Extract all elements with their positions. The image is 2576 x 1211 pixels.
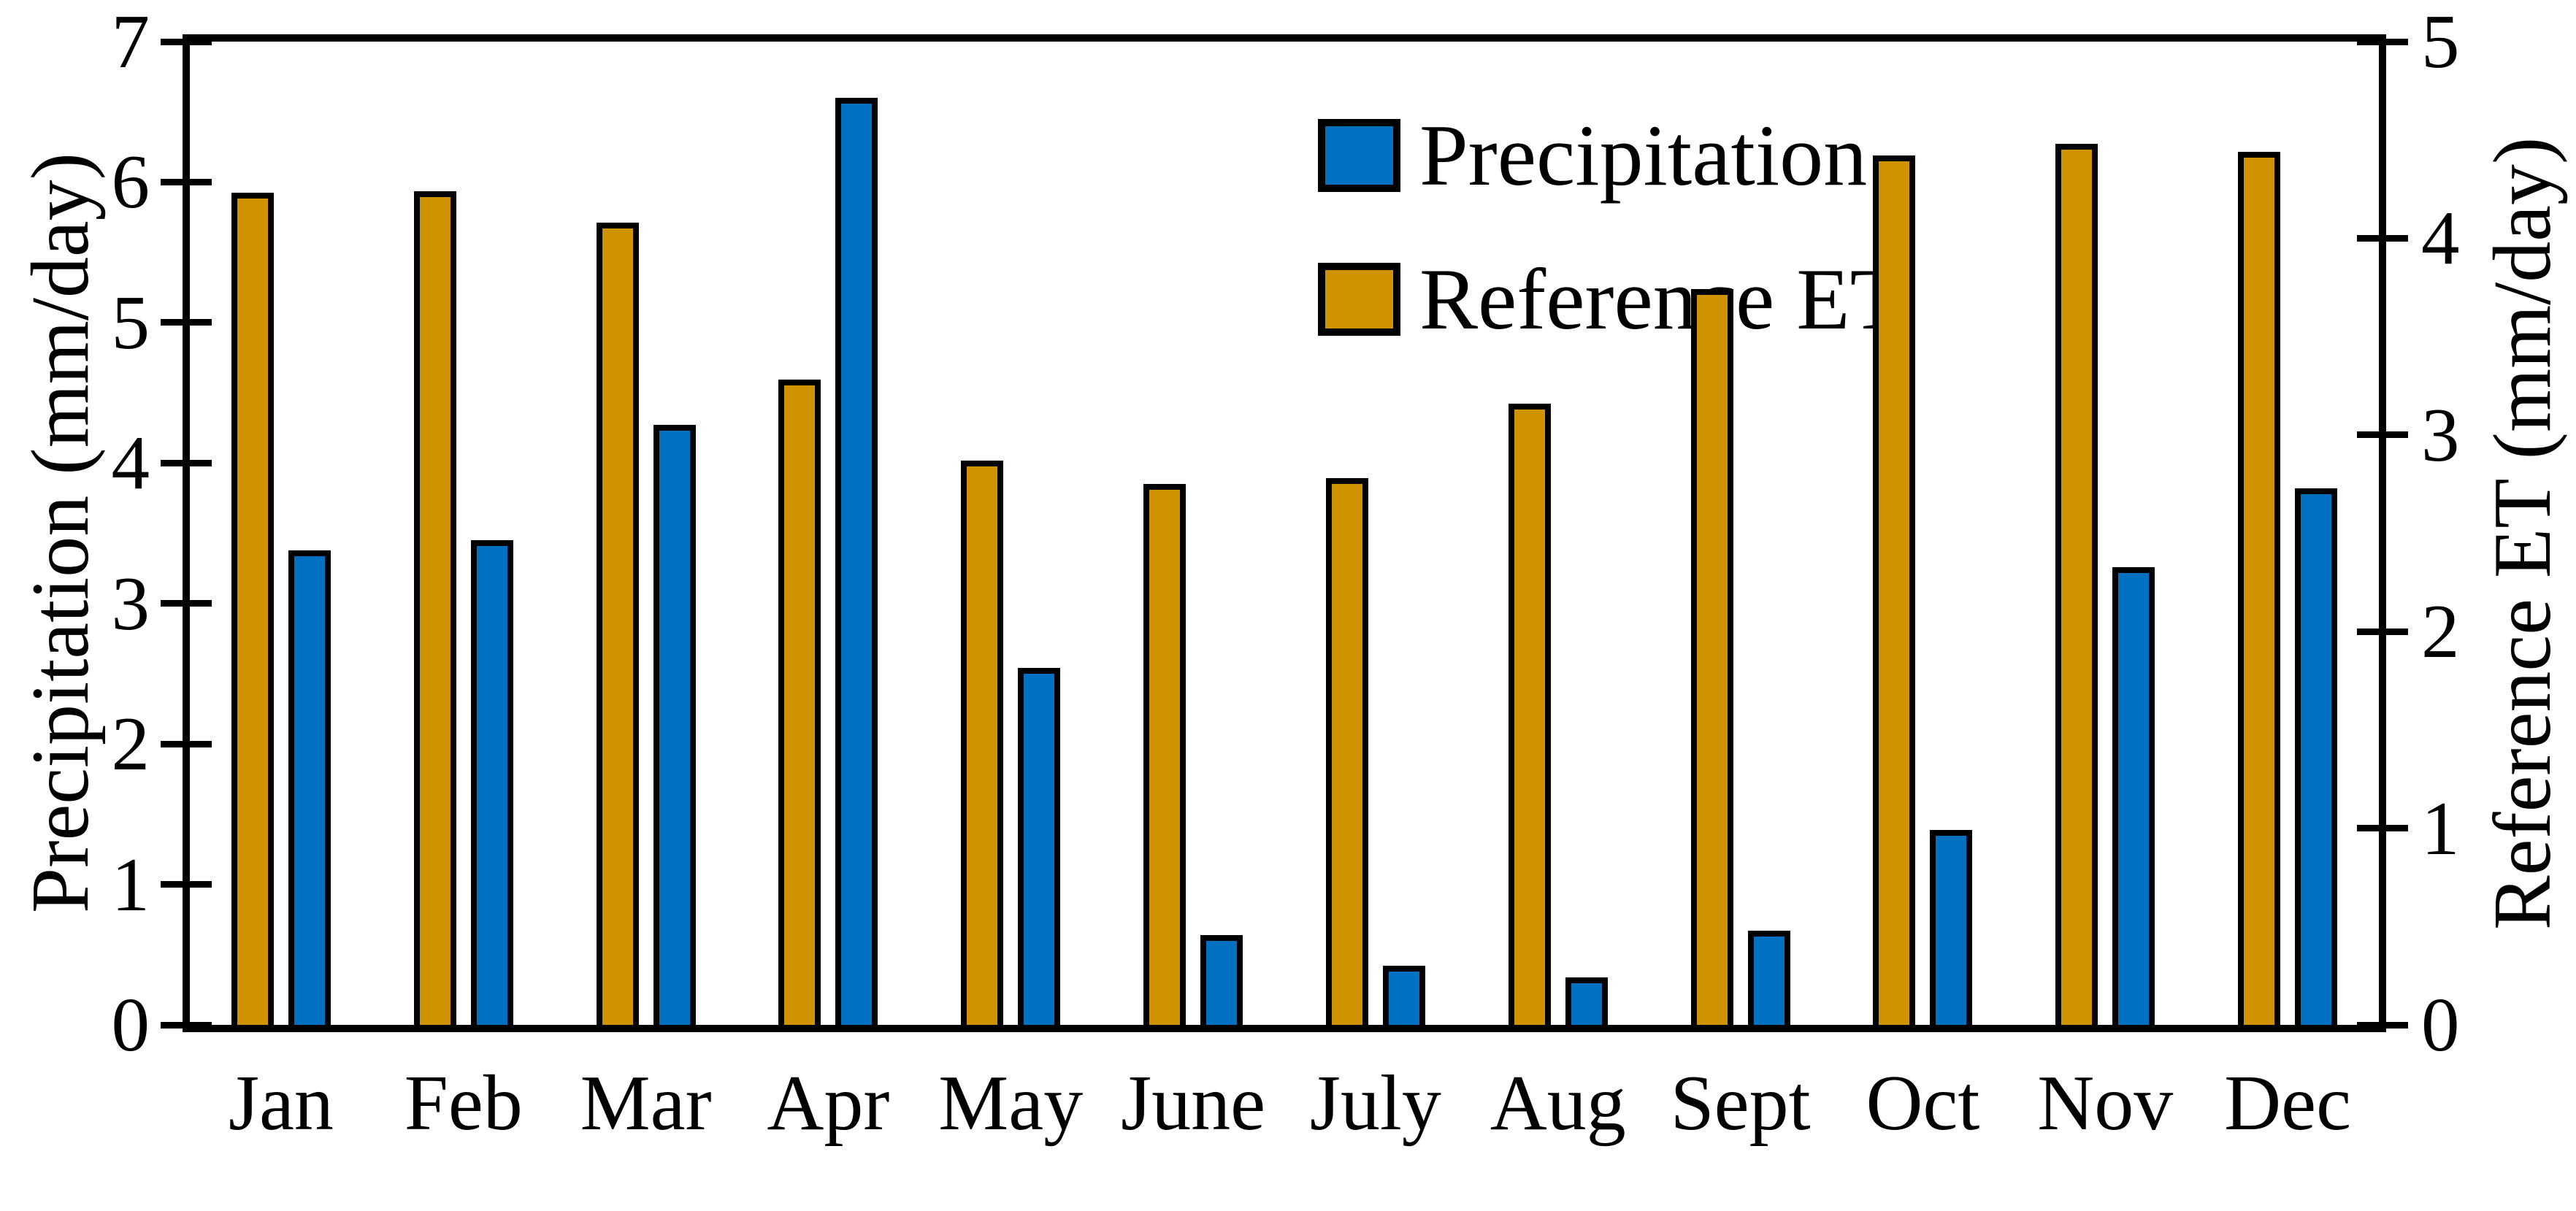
right-axis-tick-label-4: 4: [2421, 195, 2460, 281]
bar-precipitation-apr: [835, 97, 878, 1025]
legend-label-reference-et: Reference ET: [1419, 250, 1904, 347]
x-axis-label-july: July: [1309, 1060, 1441, 1147]
bar-reference-et-may: [961, 460, 1004, 1025]
legend-swatch-precipitation: [1318, 118, 1400, 192]
bar-precipitation-jan: [288, 550, 331, 1025]
bar-reference-et-oct: [1873, 155, 1916, 1025]
x-axis-label-oct: Oct: [1866, 1060, 1980, 1147]
left-axis-tick-6: [161, 178, 212, 185]
legend-row-reference-et: Reference ET: [1318, 250, 1904, 348]
x-axis-label-jan: Jan: [228, 1060, 334, 1147]
right-axis-tick-label-0: 0: [2421, 982, 2460, 1067]
x-axis-label-aug: Aug: [1490, 1060, 1626, 1147]
bar-reference-et-apr: [778, 380, 821, 1025]
bar-reference-et-aug: [1508, 403, 1551, 1025]
bar-reference-et-mar: [596, 222, 639, 1025]
bar-precipitation-may: [1018, 668, 1061, 1025]
bar-precipitation-mar: [653, 425, 696, 1025]
left-axis-tick-label-0: 0: [111, 982, 150, 1067]
bar-reference-et-dec: [2238, 151, 2281, 1025]
bar-reference-et-sept: [1690, 289, 1733, 1025]
left-axis-tick-7: [161, 38, 212, 45]
bar-reference-et-nov: [2055, 144, 2098, 1025]
bar-reference-et-jan: [231, 193, 274, 1025]
right-axis-tick-3: [2357, 431, 2408, 439]
left-axis-tick-label-5: 5: [111, 279, 150, 365]
left-axis-tick-label-2: 2: [111, 701, 150, 787]
right-axis-tick-label-1: 1: [2421, 785, 2460, 871]
right-axis-tick-0: [2357, 1021, 2408, 1029]
left-axis-tick-0: [161, 1021, 212, 1029]
plot-area: Precipitation Reference ET Jan Feb Mar Apr M…: [112, 0, 2460, 1147]
left-axis-tick-4: [161, 459, 212, 466]
bar-precipitation-nov: [2112, 566, 2155, 1025]
left-axis-tick-2: [161, 740, 212, 747]
right-axis-tick-2: [2357, 628, 2408, 635]
right-axis-tick-label-3: 3: [2421, 391, 2460, 477]
legend: Precipitation Reference ET: [1318, 106, 1904, 393]
bar-reference-et-july: [1325, 478, 1368, 1025]
right-axis-tick-1: [2357, 825, 2408, 832]
right-axis-title: Reference ET (mm/day): [2477, 137, 2568, 930]
right-axis-tick-label-5: 5: [2421, 0, 2460, 84]
left-axis-tick-label-1: 1: [111, 841, 150, 927]
bar-precipitation-june: [1200, 934, 1243, 1025]
bar-reference-et-feb: [413, 191, 456, 1025]
left-axis-tick-1: [161, 881, 212, 888]
x-axis-label-june: June: [1121, 1060, 1266, 1147]
legend-swatch-reference-et: [1318, 262, 1400, 336]
legend-label-precipitation: Precipitation: [1419, 107, 1868, 204]
bar-precipitation-sept: [1747, 931, 1790, 1025]
right-axis-tick-label-2: 2: [2421, 588, 2460, 674]
left-axis-tick-label-6: 6: [111, 139, 150, 225]
left-axis-tick-label-3: 3: [111, 560, 150, 646]
bar-precipitation-july: [1382, 966, 1425, 1025]
x-axis-label-mar: Mar: [580, 1060, 712, 1147]
bar-precipitation-dec: [2295, 488, 2338, 1025]
x-axis-label-feb: Feb: [404, 1060, 523, 1147]
x-axis-label-nov: Nov: [2037, 1060, 2174, 1147]
x-axis-label-apr: Apr: [767, 1060, 890, 1147]
left-axis-tick-5: [161, 319, 212, 326]
right-axis-tick-4: [2357, 234, 2408, 242]
bar-precipitation-oct: [1930, 829, 1973, 1025]
right-axis-tick-5: [2357, 38, 2408, 45]
left-axis-tick-label-7: 7: [111, 0, 150, 84]
legend-row-precipitation: Precipitation: [1318, 106, 1904, 204]
x-axis-label-dec: Dec: [2224, 1060, 2352, 1147]
x-axis-label-sept: Sept: [1670, 1060, 1811, 1147]
bar-reference-et-june: [1143, 484, 1187, 1025]
left-axis-tick-3: [161, 600, 212, 607]
left-axis-tick-label-4: 4: [111, 420, 150, 506]
bar-precipitation-feb: [470, 540, 513, 1025]
bar-precipitation-aug: [1565, 977, 1608, 1025]
x-axis-label-may: May: [938, 1060, 1084, 1147]
